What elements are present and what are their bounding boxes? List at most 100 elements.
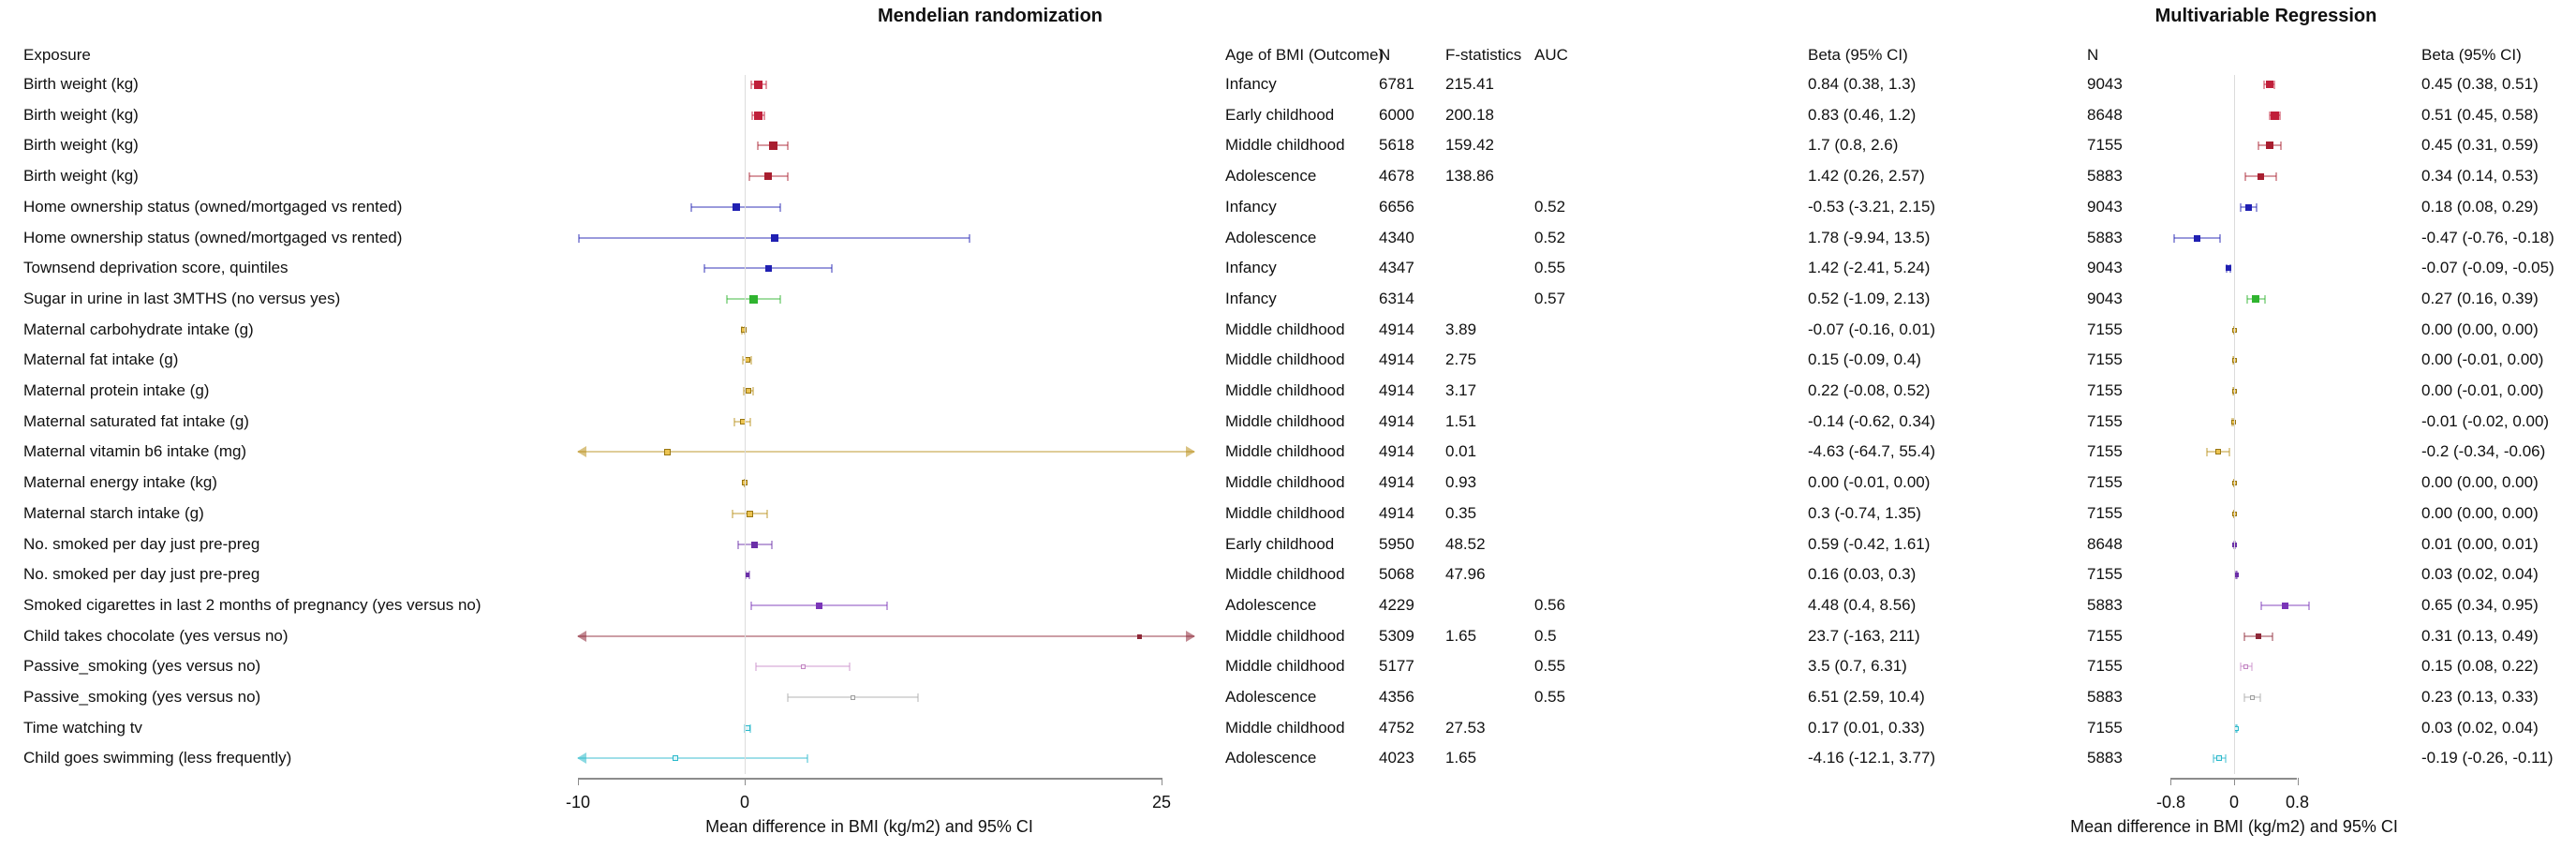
beta-mr-cell: 0.16 (0.03, 0.3) xyxy=(1808,565,1917,583)
forest-marker xyxy=(2244,203,2252,211)
column-header-exposure: Exposure xyxy=(23,46,91,64)
ci-cap-right xyxy=(2273,81,2276,89)
ci-cap-left xyxy=(2243,693,2245,702)
ci-cap-right xyxy=(969,234,971,243)
exposure-label: Maternal vitamin b6 intake (mg) xyxy=(23,442,247,460)
exposure-label: Maternal starch intake (g) xyxy=(23,504,204,522)
left-panel-title: Mendelian randomization xyxy=(877,6,1103,26)
age-outcome-cell: Middle childhood xyxy=(1225,657,1345,675)
n-mr-cell: 6000 xyxy=(1379,106,1414,124)
x-axis-tick-label: -0.8 xyxy=(2155,793,2185,812)
n-mv-cell: 5883 xyxy=(2087,167,2123,185)
f-statistic-cell: 159.42 xyxy=(1445,136,1494,154)
f-statistic-cell: 47.96 xyxy=(1445,565,1486,583)
ci-arrow-left xyxy=(577,752,586,764)
age-outcome-cell: Middle childhood xyxy=(1225,627,1345,645)
ci-cap-left xyxy=(2239,203,2242,212)
ci-cap-right xyxy=(779,203,782,212)
ci-cap-left xyxy=(2213,754,2215,763)
ci-cap-right xyxy=(831,264,834,273)
beta-mv-cell: 0.23 (0.13, 0.33) xyxy=(2421,688,2539,706)
x-axis-tick xyxy=(578,778,579,785)
f-statistic-cell: 27.53 xyxy=(1445,719,1486,737)
forest-marker xyxy=(672,755,678,761)
forest-marker xyxy=(664,448,672,455)
age-outcome-cell: Infancy xyxy=(1225,75,1277,93)
forest-marker xyxy=(2243,663,2249,669)
n-mv-cell: 7155 xyxy=(2087,627,2123,645)
ci-cap-left xyxy=(736,541,739,549)
age-outcome-cell: Middle childhood xyxy=(1225,320,1345,338)
beta-mr-cell: 6.51 (2.59, 10.4) xyxy=(1808,688,1925,706)
ci-cap-left xyxy=(751,112,754,120)
beta-mr-cell: 0.17 (0.01, 0.33) xyxy=(1808,719,1925,737)
column-header-age: Age of BMI (Outcome) xyxy=(1225,46,1384,64)
beta-mr-cell: 1.78 (-9.94, 13.5) xyxy=(1808,229,1931,246)
x-axis-tick xyxy=(2234,778,2235,785)
ci-cap-left xyxy=(2172,234,2175,243)
beta-mv-cell: -0.2 (-0.34, -0.06) xyxy=(2421,442,2546,460)
ci-arrow-right xyxy=(1186,631,1195,642)
beta-mv-cell: 0.45 (0.31, 0.59) xyxy=(2421,136,2539,154)
right-panel-title: Multivariable Regression xyxy=(2154,6,2377,26)
n-mv-cell: 5883 xyxy=(2087,749,2123,767)
exposure-label: Maternal energy intake (kg) xyxy=(23,473,217,491)
beta-mv-cell: 0.34 (0.14, 0.53) xyxy=(2421,167,2539,185)
auc-cell: 0.55 xyxy=(1534,688,1566,706)
forest-marker xyxy=(770,234,778,242)
n-mr-cell: 4347 xyxy=(1379,259,1414,276)
ci-cap-left xyxy=(2263,81,2266,89)
n-mv-cell: 7155 xyxy=(2087,442,2123,460)
ci-cap-right xyxy=(2256,203,2258,212)
ci-cap-left xyxy=(689,203,692,212)
forest-marker xyxy=(2256,633,2262,639)
ci-cap-right xyxy=(2224,754,2227,763)
ci-cap-right xyxy=(2218,234,2221,243)
ci-cap-left xyxy=(2258,142,2260,150)
beta-mr-cell: -0.53 (-3.21, 2.15) xyxy=(1808,198,1936,216)
exposure-label: Child takes chocolate (yes versus no) xyxy=(23,627,289,645)
ci-cap-left xyxy=(2239,663,2242,671)
beta-mr-cell: 23.7 (-163, 211) xyxy=(1808,627,1920,645)
exposure-label: Time watching tv xyxy=(23,719,142,737)
exposure-label: Townsend deprivation score, quintiles xyxy=(23,259,289,276)
beta-mv-cell: 0.00 (-0.01, 0.00) xyxy=(2421,350,2544,368)
n-mv-cell: 5883 xyxy=(2087,596,2123,614)
column-header-beta-mv: Beta (95% CI) xyxy=(2421,46,2522,64)
ci-arrow-right xyxy=(1186,446,1195,457)
ci-cap-right xyxy=(917,693,920,702)
age-outcome-cell: Middle childhood xyxy=(1225,504,1345,522)
n-mv-cell: 7155 xyxy=(2087,473,2123,491)
x-axis-tick-label: 0 xyxy=(2228,793,2240,812)
n-mr-cell: 4914 xyxy=(1379,504,1414,522)
n-mv-cell: 9043 xyxy=(2087,259,2123,276)
ci-cap-left xyxy=(755,663,758,671)
exposure-label: Maternal saturated fat intake (g) xyxy=(23,412,249,430)
ci-cap-left xyxy=(787,693,790,702)
ci-cap-right xyxy=(752,387,755,395)
age-outcome-cell: Middle childhood xyxy=(1225,473,1345,491)
age-outcome-cell: Middle childhood xyxy=(1225,136,1345,154)
ci-cap-left xyxy=(742,356,745,365)
ci-cap-right xyxy=(763,112,766,120)
age-outcome-cell: Early childhood xyxy=(1225,106,1335,124)
exposure-label: Sugar in urine in last 3MTHS (no versus … xyxy=(23,290,341,307)
forest-marker xyxy=(748,294,758,304)
ci-cap-right xyxy=(2258,693,2261,702)
forest-marker xyxy=(2193,234,2200,242)
age-outcome-cell: Adolescence xyxy=(1225,167,1317,185)
n-mr-cell: 4914 xyxy=(1379,381,1414,399)
forest-marker xyxy=(754,80,763,89)
beta-mv-cell: 0.65 (0.34, 0.95) xyxy=(2421,596,2539,614)
beta-mr-cell: 0.59 (-0.42, 1.61) xyxy=(1808,535,1931,553)
ci-line xyxy=(578,635,1194,637)
age-outcome-cell: Adolescence xyxy=(1225,749,1317,767)
n-mv-cell: 9043 xyxy=(2087,75,2123,93)
beta-mv-cell: 0.31 (0.13, 0.49) xyxy=(2421,627,2539,645)
beta-mr-cell: -0.14 (-0.62, 0.34) xyxy=(1808,412,1936,430)
ci-cap-right xyxy=(786,172,789,181)
beta-mr-cell: 4.48 (0.4, 8.56) xyxy=(1808,596,1917,614)
auc-cell: 0.52 xyxy=(1534,198,1566,216)
n-mr-cell: 5177 xyxy=(1379,657,1414,675)
column-header-n-mv: N xyxy=(2087,46,2099,64)
